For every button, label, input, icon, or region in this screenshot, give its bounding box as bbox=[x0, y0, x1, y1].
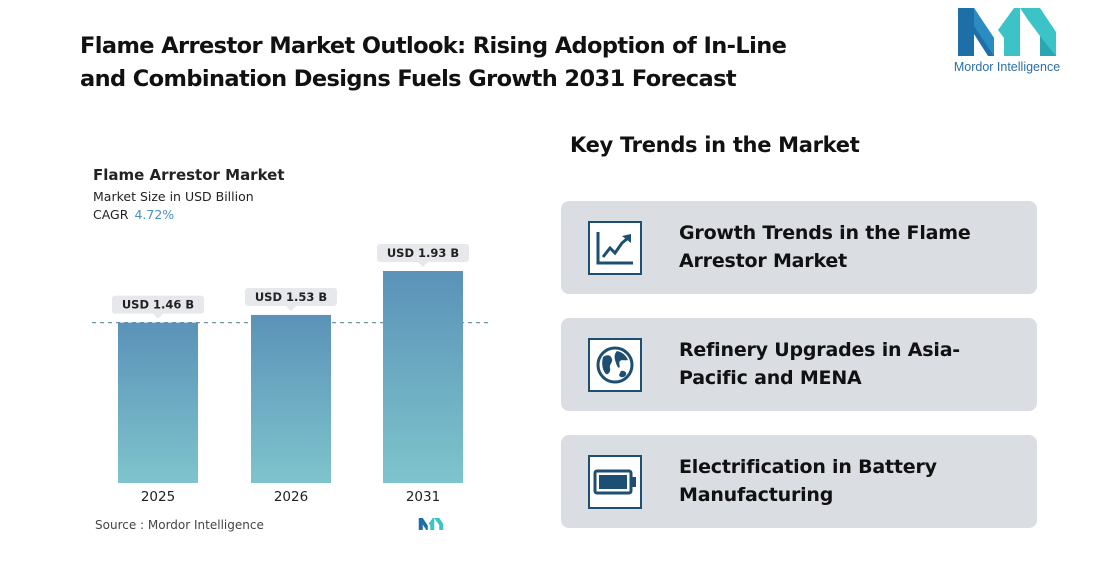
category-label: 2026 bbox=[274, 489, 308, 505]
data-label-bg bbox=[245, 287, 337, 306]
trend-label-line-1: Refinery Upgrades in Asia- bbox=[679, 339, 960, 361]
trend-label-line-2: Arrestor Market bbox=[679, 250, 847, 272]
trends-heading: Key Trends in the Market bbox=[570, 133, 860, 157]
chart-title: Flame Arrestor Market bbox=[93, 166, 285, 184]
bar-2026 bbox=[251, 314, 331, 483]
bar-2031 bbox=[383, 271, 463, 483]
brand-logo: Mordor Intelligence bbox=[946, 8, 1068, 78]
trend-label-line-2: Manufacturing bbox=[679, 484, 834, 506]
trend-label-line-1: Growth Trends in the Flame bbox=[679, 222, 971, 244]
trend-label-line-1: Electrification in Battery bbox=[679, 456, 937, 478]
chart-subtitle: Market Size in USD Billion bbox=[93, 189, 254, 204]
trend-label: Growth Trends in the Flame Arrestor Mark… bbox=[679, 219, 1019, 275]
data-label: USD 1.46 B bbox=[122, 298, 194, 312]
trend-label-line-2: Pacific and MENA bbox=[679, 367, 862, 389]
data-label-bg bbox=[377, 244, 469, 262]
data-label-bg bbox=[112, 295, 204, 314]
cagr-label: CAGR bbox=[93, 207, 129, 222]
brand-logo-icon bbox=[958, 8, 1056, 56]
page-title-line-2: and Combination Designs Fuels Growth 203… bbox=[80, 66, 737, 92]
brand-name: Mordor Intelligence bbox=[953, 60, 1061, 74]
data-label-pointer bbox=[153, 313, 163, 319]
cagr-value: 4.72% bbox=[134, 207, 175, 222]
trend-icon-frame bbox=[588, 338, 642, 392]
growth-chart-icon bbox=[596, 232, 633, 265]
data-label-pointer bbox=[418, 262, 428, 267]
page-title: Flame Arrestor Market Outlook: Rising Ad… bbox=[80, 30, 910, 96]
trend-icon-frame bbox=[588, 455, 642, 509]
cagr-line: CAGR 4.72% bbox=[93, 207, 174, 222]
source-logo-icon bbox=[418, 518, 444, 530]
data-label-pointer bbox=[286, 305, 296, 311]
category-label: 2031 bbox=[406, 489, 440, 505]
page-title-line-1: Flame Arrestor Market Outlook: Rising Ad… bbox=[80, 33, 787, 59]
trend-card-battery: Electrification in Battery Manufacturing bbox=[561, 435, 1037, 528]
chart-source: Source : Mordor Intelligence bbox=[95, 518, 264, 532]
battery-icon bbox=[593, 469, 636, 495]
bar-2025 bbox=[118, 322, 198, 483]
data-label: USD 1.93 B bbox=[387, 246, 459, 260]
trend-icon-frame bbox=[588, 221, 642, 275]
trend-label: Refinery Upgrades in Asia- Pacific and M… bbox=[679, 336, 1019, 392]
trend-card-growth: Growth Trends in the Flame Arrestor Mark… bbox=[561, 201, 1037, 294]
globe-icon bbox=[596, 346, 634, 384]
bar-chart: USD 1.46 B 2025 USD 1.53 B 2026 USD 1.93 B 20… bbox=[92, 244, 492, 505]
trend-card-refinery: Refinery Upgrades in Asia- Pacific and M… bbox=[561, 318, 1037, 411]
trend-label: Electrification in Battery Manufacturing bbox=[679, 453, 1019, 509]
data-label: USD 1.53 B bbox=[255, 290, 327, 304]
category-label: 2025 bbox=[141, 489, 175, 505]
